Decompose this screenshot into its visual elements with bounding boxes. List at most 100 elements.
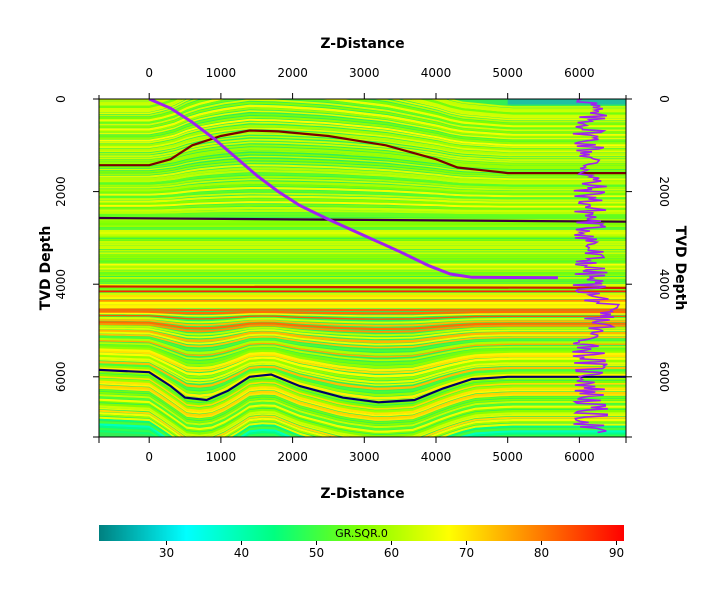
seismic-stripe — [99, 215, 626, 218]
seismic-stripe — [99, 365, 626, 397]
x-axis-title-top: Z-Distance — [320, 36, 404, 52]
seismic-stripe — [99, 204, 626, 210]
seismic-stripe — [99, 329, 626, 343]
seismic-stripe — [99, 373, 626, 409]
horizon-line — [99, 129, 626, 175]
seismic-stripe — [99, 301, 626, 305]
well-log-trace — [572, 99, 621, 434]
x-tick-label-top: 3000 — [349, 66, 380, 80]
seismic-stripe — [99, 238, 626, 241]
seismic-stripe — [99, 380, 626, 415]
seismic-stripe — [99, 359, 626, 386]
horizon-line — [99, 285, 626, 289]
seismic-stripe — [99, 192, 626, 202]
x-tick-label-top: 4000 — [421, 66, 452, 80]
seismic-stripe — [99, 164, 626, 181]
seismic-stripe — [99, 212, 626, 217]
y-tick-label-right: 6000 — [657, 362, 671, 393]
seismic-stripe — [99, 385, 626, 420]
seismic-stripe — [99, 270, 626, 273]
seismic-stripe — [99, 310, 626, 315]
colorbar-tick-label: 50 — [309, 546, 324, 560]
y-tick-label-right: 0 — [657, 95, 671, 103]
seismic-stripe — [99, 292, 626, 296]
seismic-stripe — [99, 245, 626, 249]
surface-patch — [507, 99, 626, 105]
seismic-stripe — [99, 99, 626, 117]
x-tick-label-bottom: 6000 — [564, 450, 595, 464]
seismic-stripe — [99, 398, 626, 434]
well-trajectory-group — [148, 99, 558, 280]
well-log-group — [572, 99, 621, 434]
seismic-stripe — [99, 319, 626, 327]
x-tick-label-top: 1000 — [206, 66, 237, 80]
seismic-stripe — [99, 409, 626, 437]
axis-ticks: 0 0 1000 1000 2000 2000 3000 3000 4000 4000 5000 50… — [54, 66, 671, 464]
seismic-stripe — [99, 261, 626, 264]
seismic-stripe — [99, 263, 626, 266]
y-axis-title-left: TVD Depth — [38, 226, 54, 311]
seismic-stripe — [99, 178, 626, 191]
seismic-stripe — [99, 314, 626, 320]
seismic-stripe — [99, 184, 626, 196]
seismic-stripe — [99, 195, 626, 204]
seismic-stripe — [99, 172, 626, 187]
seismic-stripe — [99, 99, 626, 130]
horizon-line — [99, 368, 626, 404]
y-tick-label-left: 2000 — [54, 176, 68, 207]
y-axis-title-right: TVD Depth — [672, 226, 688, 311]
seismic-stripe — [99, 227, 626, 230]
seismic-stripe — [99, 335, 626, 352]
seismic-stripe — [99, 250, 626, 252]
seismic-stripe — [99, 99, 626, 111]
x-tick-label-bottom: 4000 — [421, 450, 452, 464]
seismic-stripe — [99, 371, 626, 405]
seismic-stripe — [99, 272, 626, 276]
seismic-stripe — [99, 147, 626, 169]
seismic-stripe — [99, 243, 626, 246]
colorbar-gradient — [99, 525, 624, 541]
seismic-stripe — [99, 201, 626, 208]
seismic-stripe — [99, 304, 626, 307]
colorbar-tick-label: 90 — [609, 546, 624, 560]
axes-frame — [93, 95, 632, 443]
seismic-stripe — [99, 389, 626, 423]
seismic-stripe — [99, 387, 626, 421]
seismic-stripe — [99, 265, 626, 269]
colorbar-tick-label: 70 — [459, 546, 474, 560]
x-axis-title-bottom: Z-Distance — [320, 486, 404, 502]
seismic-stripe — [99, 391, 626, 426]
x-tick-label-top: 2000 — [277, 66, 308, 80]
seismic-stripe — [99, 425, 626, 437]
x-tick-label-top: 0 — [145, 66, 153, 80]
seismic-stripe — [99, 427, 626, 437]
seismic-stripe — [99, 316, 626, 324]
seismic-stripe — [99, 405, 626, 437]
x-tick-label-bottom: 3000 — [349, 450, 380, 464]
seismic-stripe — [99, 189, 626, 200]
seismic-stripe — [99, 327, 626, 340]
seismic-stripe — [99, 340, 626, 358]
x-tick-label-top: 5000 — [492, 66, 523, 80]
seismic-stripe — [99, 348, 626, 372]
seismic-stripe — [99, 99, 626, 113]
y-tick-label-left: 0 — [54, 95, 68, 103]
seismic-stripe — [99, 259, 626, 261]
seismic-stripe — [99, 356, 626, 384]
seismic-stripe — [99, 306, 626, 309]
seismic-stripe — [99, 295, 626, 298]
seismic-stripe — [99, 325, 626, 337]
seismic-stripe — [99, 99, 626, 108]
seismic-stripe — [99, 241, 626, 244]
seismic-stripe — [99, 222, 626, 226]
seismic-stripe — [99, 229, 626, 233]
colorbar-title: GR.SQR.0 — [335, 527, 388, 540]
colorbar-tick-label: 40 — [234, 546, 249, 560]
seismic-stripe — [99, 181, 626, 194]
colorbar-tick-label: 80 — [534, 546, 549, 560]
y-tick-label-left: 6000 — [54, 362, 68, 393]
seismic-stripe — [99, 209, 626, 215]
seismic-stripe — [99, 297, 626, 299]
seismic-stripes — [99, 99, 626, 437]
